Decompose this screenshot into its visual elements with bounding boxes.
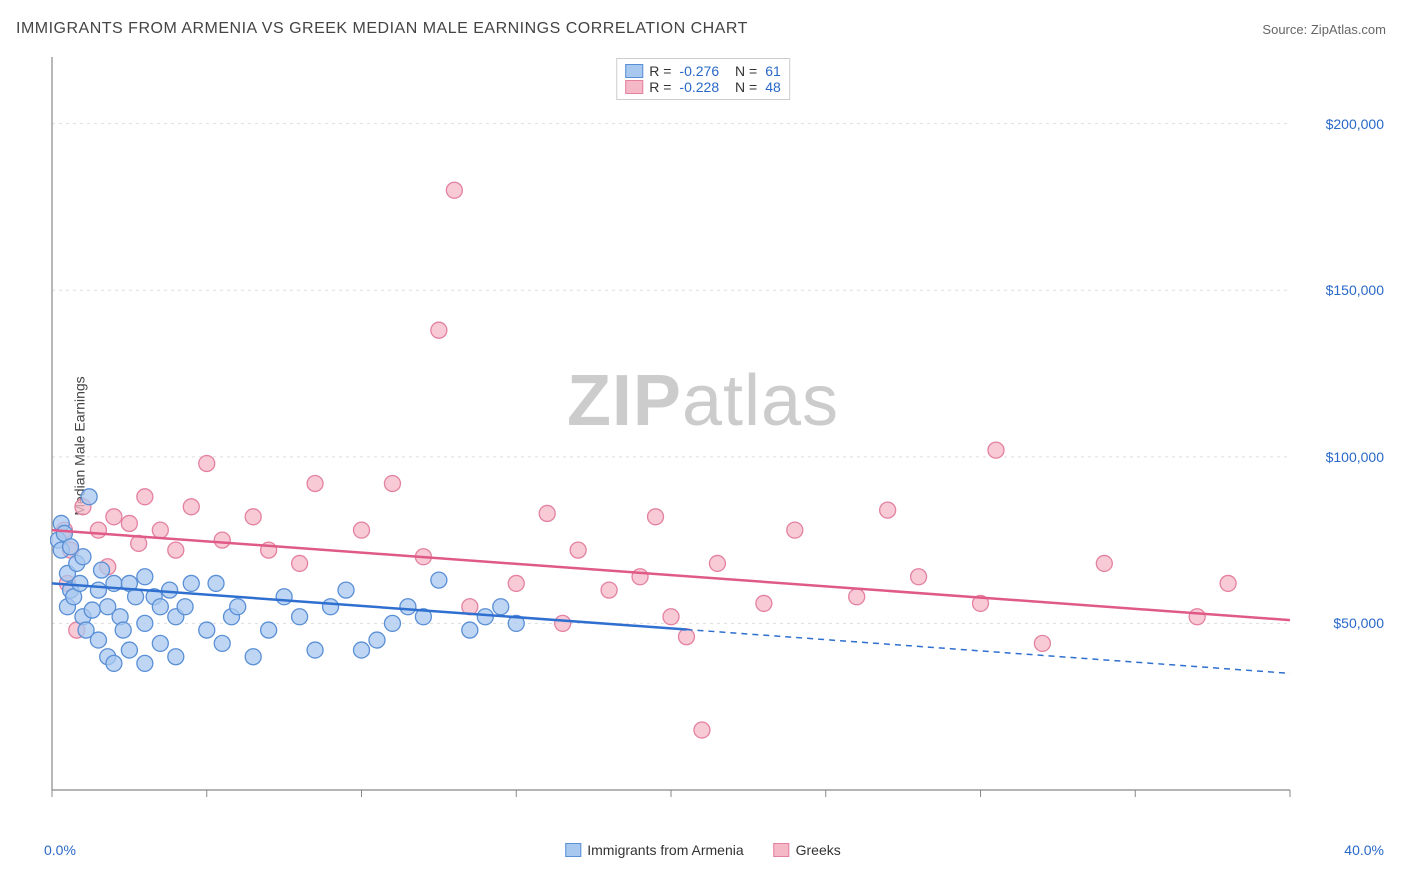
source-value: ZipAtlas.com: [1311, 22, 1386, 37]
plot-area: [50, 55, 1380, 810]
legend-swatch-series-1: [625, 80, 643, 94]
legend-label-series-1: Greeks: [796, 842, 841, 858]
chart-svg: [50, 55, 1380, 810]
x-tick-left: 0.0%: [44, 842, 76, 858]
legend-n-label-1: N =: [735, 79, 757, 95]
legend-r-label-1: R =: [649, 79, 671, 95]
legend-row-series-1: R = -0.228 N = 48: [625, 79, 781, 95]
legend-r-label-0: R =: [649, 63, 671, 79]
y-tick-label: $200,000: [1326, 116, 1384, 132]
legend-item-series-0: Immigrants from Armenia: [565, 842, 743, 858]
legend-r-value-0: -0.276: [679, 63, 719, 79]
source-prefix: Source:: [1262, 22, 1307, 37]
legend-r-value-1: -0.228: [679, 79, 719, 95]
y-tick-label: $50,000: [1333, 615, 1384, 631]
legend-series: Immigrants from Armenia Greeks: [565, 842, 841, 858]
legend-n-label-0: N =: [735, 63, 757, 79]
legend-swatch-series-0: [625, 64, 643, 78]
legend-n-value-0: 61: [765, 63, 781, 79]
legend-n-value-1: 48: [765, 79, 781, 95]
y-tick-label: $100,000: [1326, 449, 1384, 465]
chart-container: IMMIGRANTS FROM ARMENIA VS GREEK MEDIAN …: [0, 0, 1406, 892]
legend-item-series-1: Greeks: [774, 842, 841, 858]
legend-swatch-bottom-1: [774, 843, 790, 857]
legend-correlation: R = -0.276 N = 61 R = -0.228 N = 48: [616, 58, 790, 100]
source-label: Source: ZipAtlas.com: [1262, 22, 1386, 37]
chart-title: IMMIGRANTS FROM ARMENIA VS GREEK MEDIAN …: [16, 20, 748, 38]
x-tick-right: 40.0%: [1344, 842, 1384, 858]
legend-row-series-0: R = -0.276 N = 61: [625, 63, 781, 79]
legend-label-series-0: Immigrants from Armenia: [587, 842, 743, 858]
legend-swatch-bottom-0: [565, 843, 581, 857]
y-tick-label: $150,000: [1326, 282, 1384, 298]
